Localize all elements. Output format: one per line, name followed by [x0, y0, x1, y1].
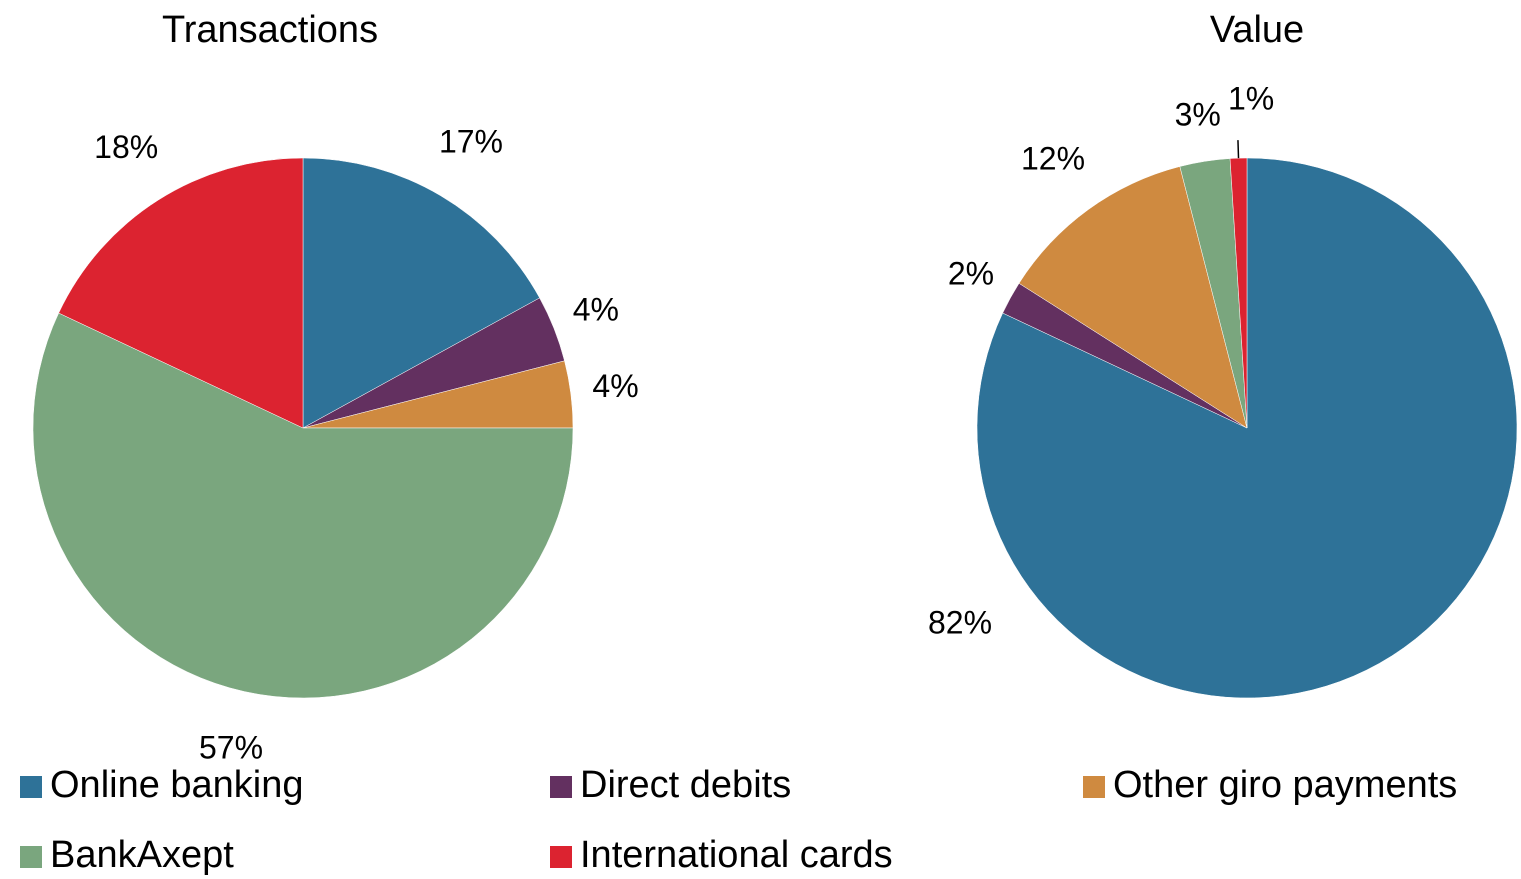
chart-title: Value: [1210, 9, 1304, 51]
legend-label: International cards: [580, 834, 893, 876]
pie-slice: [302, 157, 540, 429]
pie-slice: [58, 157, 304, 429]
legend-swatch: [20, 776, 42, 798]
data-label: 82%: [928, 604, 992, 640]
data-label: 12%: [1021, 140, 1085, 176]
legend-label: Other giro payments: [1113, 764, 1457, 806]
pie-slice: [1018, 166, 1248, 429]
legend-swatch: [550, 776, 572, 798]
data-label: 4%: [592, 368, 638, 404]
legend-swatch: [550, 846, 572, 868]
legend-label: Direct debits: [580, 764, 791, 806]
pie-slice: [1229, 157, 1248, 429]
legend-label: Online banking: [50, 764, 304, 806]
data-label: 57%: [199, 730, 263, 766]
data-label: 4%: [573, 291, 619, 327]
data-label: 17%: [439, 123, 503, 159]
legend-swatch: [1083, 776, 1105, 798]
chart-title: Transactions: [162, 9, 378, 51]
pie-slice: [32, 312, 574, 699]
leader-line: [1237, 140, 1240, 159]
legend-label: BankAxept: [50, 834, 234, 876]
data-label: 1%: [1228, 81, 1274, 117]
data-label: 18%: [94, 129, 158, 165]
data-label: 2%: [948, 256, 994, 292]
data-label: 3%: [1175, 96, 1221, 132]
legend-swatch: [20, 846, 42, 868]
